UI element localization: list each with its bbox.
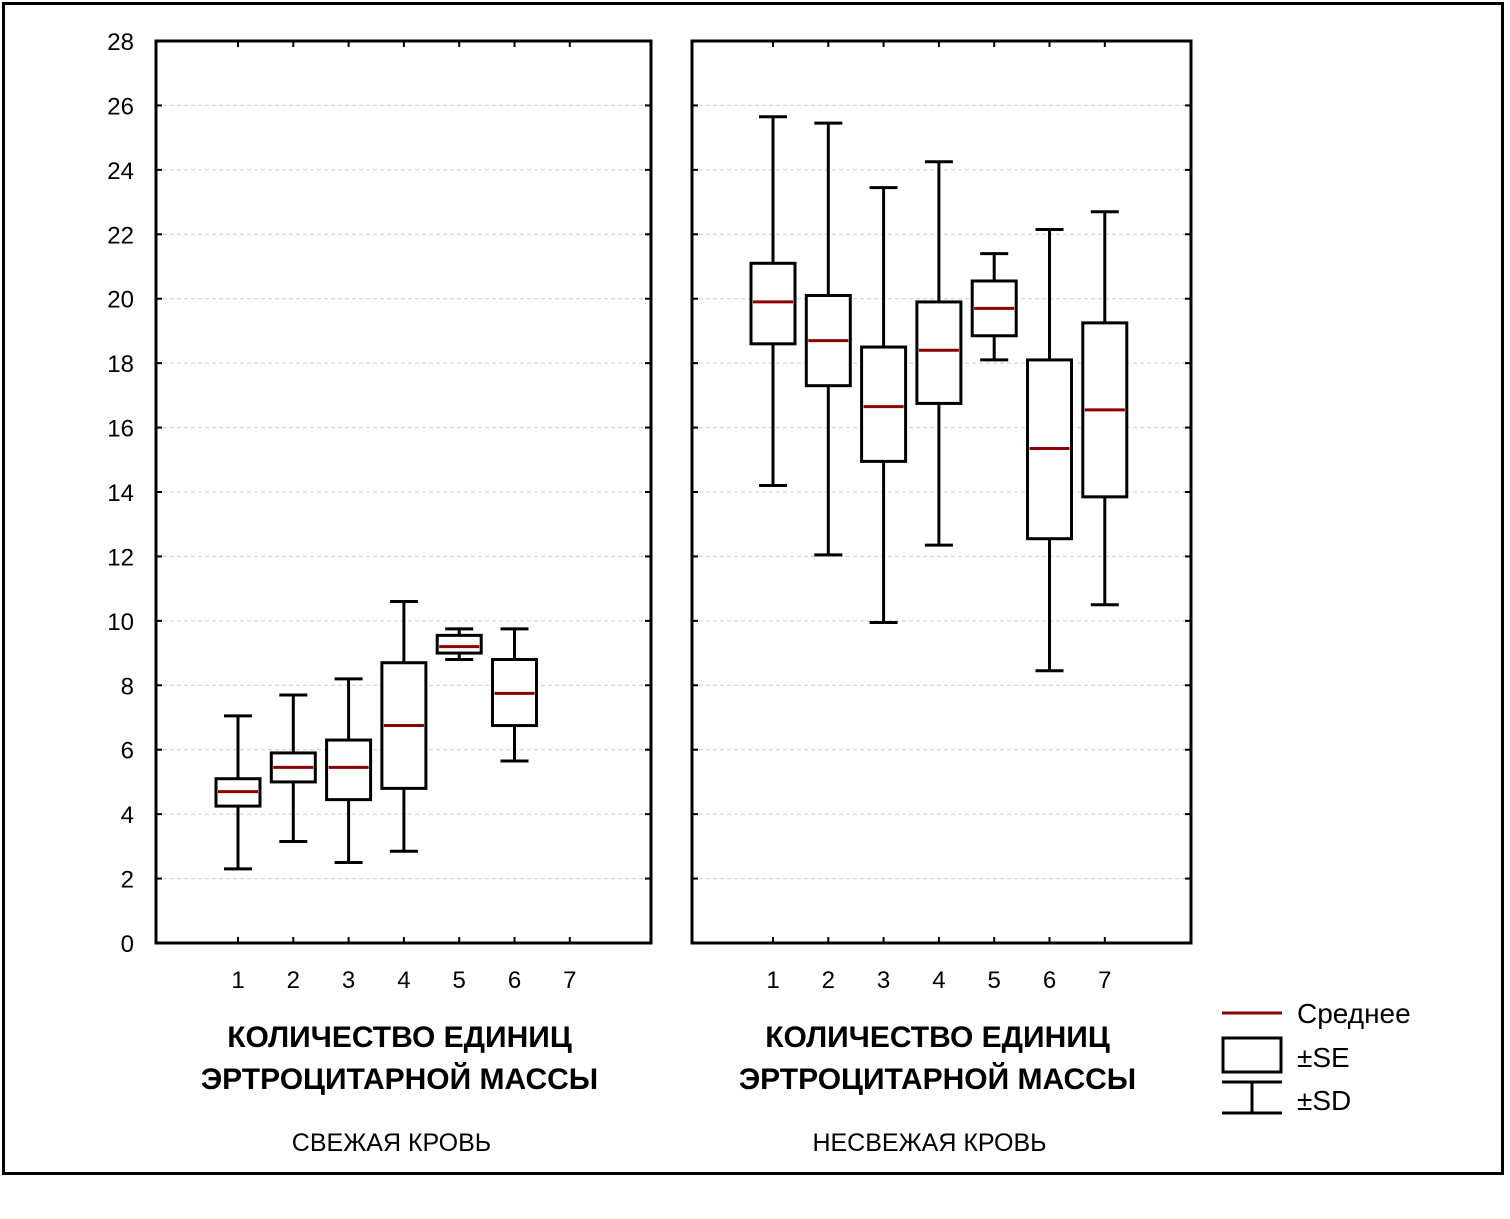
x-axis-title-line2: ЭРТРОЦИТАРНОЙ МАССЫ (739, 1062, 1136, 1096)
y-tick-label-4: 4 (121, 802, 134, 829)
box-group-6 (491, 627, 538, 763)
y-tick-label-20: 20 (107, 287, 134, 314)
box-group-3 (325, 677, 373, 864)
y-tick-label-26: 26 (107, 93, 134, 120)
x-tick-label-7: 7 (1098, 967, 1111, 994)
box-group-6 (1026, 227, 1073, 673)
y-tick-label-22: 22 (107, 222, 134, 249)
box-group-2 (804, 121, 852, 557)
y-tick-label-24: 24 (107, 158, 134, 185)
box-group-1 (214, 714, 262, 871)
x-tick-label-7: 7 (563, 967, 576, 994)
x-tick-label-6: 6 (508, 967, 521, 994)
box-group-2 (269, 693, 317, 844)
panel-subtitle: СВЕЖАЯ КРОВЬ (292, 1129, 491, 1157)
x-tick-label-1: 1 (766, 967, 779, 994)
panel-1 (154, 39, 653, 945)
se-box (860, 345, 908, 463)
x-tick-label-4: 4 (932, 967, 945, 994)
legend-mean-label: Среднее (1297, 998, 1411, 1029)
x-tick-label-6: 6 (1043, 967, 1056, 994)
x-tick-label-3: 3 (342, 967, 355, 994)
y-tick-label-8: 8 (121, 673, 134, 700)
panel-subtitle: НЕСВЕЖАЯ КРОВЬ (812, 1129, 1046, 1157)
x-tick-label-1: 1 (231, 967, 244, 994)
x-axis-title-line1: КОЛИЧЕСТВО ЕДИНИЦ (227, 1021, 572, 1054)
box-group-3 (860, 186, 908, 624)
x-tick-label-5: 5 (453, 967, 466, 994)
box-group-7 (1081, 210, 1129, 607)
x-tick-label-2: 2 (287, 967, 300, 994)
se-box (749, 261, 797, 346)
box-group-1 (749, 115, 797, 488)
box-group-5 (435, 627, 483, 662)
panel-2 (690, 39, 1193, 945)
x-tick-label-5: 5 (988, 967, 1001, 994)
legend-sd-label: ±SD (1297, 1085, 1351, 1116)
x-tick-label-2: 2 (822, 967, 835, 994)
legend-se-label: ±SE (1297, 1042, 1350, 1073)
y-tick-label-12: 12 (107, 544, 134, 571)
box-group-4 (380, 600, 428, 853)
y-tick-label-28: 28 (107, 29, 134, 56)
se-box (325, 738, 373, 802)
legend-se-swatch (1221, 1036, 1283, 1074)
chart-frame (2, 2, 1504, 1175)
x-axis-title-line2: ЭРТРОЦИТАРНОЙ МАССЫ (201, 1062, 598, 1096)
y-tick-label-14: 14 (107, 480, 134, 507)
y-tick-label-6: 6 (121, 738, 134, 765)
y-tick-label-18: 18 (107, 351, 134, 378)
legend (1221, 1011, 1283, 1115)
y-tick-label-10: 10 (107, 609, 134, 636)
x-axis-title-line1: КОЛИЧЕСТВО ЕДИНИЦ (765, 1021, 1110, 1054)
se-box (915, 300, 963, 405)
y-tick-label-0: 0 (121, 931, 134, 958)
y-tick-label-16: 16 (107, 416, 134, 443)
y-axis-title: СРОК ЗАГОТОВКИ (56, 838, 94, 1149)
box-group-5 (970, 252, 1018, 362)
box-group-4 (915, 160, 963, 547)
x-tick-label-4: 4 (397, 967, 410, 994)
y-tick-label-2: 2 (121, 867, 134, 894)
se-box (435, 633, 483, 655)
x-tick-label-3: 3 (877, 967, 890, 994)
